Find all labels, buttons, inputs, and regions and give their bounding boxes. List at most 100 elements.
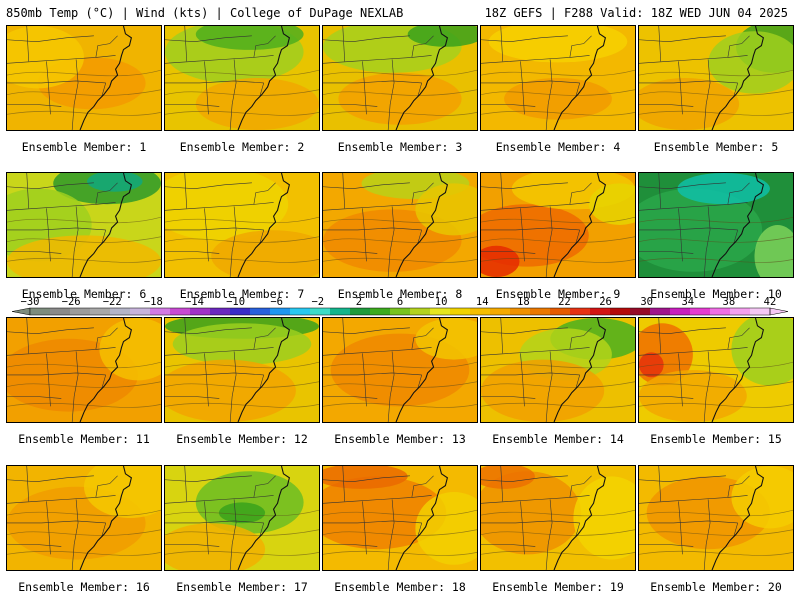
colorbar-segment bbox=[610, 308, 631, 315]
state-border bbox=[639, 327, 726, 334]
wind-contour bbox=[639, 110, 793, 116]
colorbar-tick-label: −14 bbox=[185, 296, 204, 308]
state-border bbox=[342, 26, 346, 62]
wind-contour bbox=[481, 509, 635, 517]
colorbar-segment bbox=[330, 308, 351, 315]
temperature-map bbox=[639, 466, 793, 570]
state-border bbox=[362, 61, 367, 115]
wind-contour bbox=[323, 216, 477, 224]
temperature-anomaly-region bbox=[731, 318, 793, 386]
colorbar-segment bbox=[130, 308, 151, 315]
wind-contour bbox=[323, 257, 477, 263]
state-border bbox=[323, 520, 422, 524]
wind-contour bbox=[165, 402, 319, 408]
temperature-map bbox=[165, 318, 319, 422]
ensemble-member-label: Ensemble Member: 5 bbox=[653, 140, 779, 154]
state-border bbox=[727, 182, 750, 205]
state-border bbox=[165, 182, 252, 189]
ensemble-member-label: Ensemble Member: 9 bbox=[495, 287, 621, 301]
colorbar-tick-label: 18 bbox=[517, 296, 530, 308]
state-border bbox=[481, 495, 590, 504]
state-border bbox=[323, 182, 410, 189]
state-border bbox=[204, 353, 209, 407]
state-border bbox=[362, 353, 367, 407]
state-border bbox=[481, 55, 590, 64]
colorbar-segment bbox=[150, 308, 171, 315]
wind-contour bbox=[639, 236, 793, 243]
ensemble-member-label: Ensemble Member: 10 bbox=[650, 287, 782, 301]
wind-contour bbox=[7, 257, 161, 263]
colorbar-tick-label: 38 bbox=[723, 296, 736, 308]
state-border bbox=[575, 82, 581, 97]
state-border bbox=[639, 251, 694, 254]
state-border bbox=[165, 227, 264, 231]
coastline bbox=[79, 318, 133, 422]
state-border bbox=[95, 182, 118, 205]
state-border bbox=[259, 522, 265, 537]
temperature-map bbox=[165, 173, 319, 277]
state-border bbox=[545, 351, 553, 422]
valid-time-label: 18Z GEFS | F288 Valid: 18Z WED JUN 04 20… bbox=[484, 6, 788, 20]
state-border bbox=[575, 229, 581, 244]
state-border bbox=[481, 396, 536, 399]
wind-contour bbox=[165, 216, 319, 224]
state-border bbox=[733, 522, 739, 537]
state-border bbox=[639, 495, 748, 504]
colorbar-segment bbox=[710, 308, 731, 315]
state-border bbox=[639, 544, 694, 547]
wind-contour bbox=[323, 509, 477, 517]
state-border bbox=[184, 173, 188, 209]
state-border bbox=[481, 520, 580, 524]
coastline bbox=[237, 318, 291, 422]
ensemble-member-label: Ensemble Member: 20 bbox=[650, 580, 782, 594]
ensemble-map-panel bbox=[322, 172, 478, 278]
colorbar-segment bbox=[630, 308, 651, 315]
temperature-anomaly-region bbox=[415, 183, 477, 236]
state-border bbox=[417, 229, 423, 244]
wind-contour bbox=[7, 89, 161, 96]
state-border bbox=[481, 347, 590, 356]
state-border bbox=[639, 520, 738, 524]
ensemble-map-panel bbox=[322, 25, 478, 131]
colorbar-tick-label: −6 bbox=[270, 296, 283, 308]
wind-contour bbox=[639, 69, 793, 77]
wind-contour bbox=[639, 529, 793, 536]
state-border bbox=[71, 499, 79, 570]
wind-contour bbox=[481, 89, 635, 96]
state-border bbox=[678, 501, 683, 555]
temperature-map bbox=[7, 466, 161, 570]
coastline bbox=[395, 466, 449, 570]
temperature-map bbox=[481, 173, 635, 277]
ensemble-map-panel bbox=[164, 25, 320, 131]
wind-contour bbox=[639, 216, 793, 224]
state-border bbox=[26, 173, 30, 209]
colorbar-segment bbox=[30, 308, 51, 315]
state-border bbox=[7, 227, 106, 231]
state-border bbox=[165, 327, 252, 334]
state-border bbox=[323, 104, 378, 107]
ensemble-map-panel bbox=[480, 317, 636, 423]
coastline bbox=[553, 318, 607, 422]
state-border bbox=[342, 318, 346, 354]
wind-contour bbox=[639, 509, 793, 517]
ensemble-map-panel bbox=[638, 317, 794, 423]
state-border bbox=[229, 59, 237, 130]
state-border bbox=[569, 182, 592, 205]
state-border bbox=[165, 80, 264, 84]
state-border bbox=[417, 374, 423, 389]
colorbar-segment bbox=[490, 308, 511, 315]
state-border bbox=[658, 173, 662, 209]
state-border bbox=[639, 372, 738, 376]
state-border bbox=[259, 229, 265, 244]
state-border bbox=[481, 182, 568, 189]
state-border bbox=[253, 475, 276, 498]
state-border bbox=[165, 372, 264, 376]
ensemble-map-panel bbox=[480, 172, 636, 278]
temperature-anomaly-region bbox=[588, 183, 635, 225]
state-border bbox=[46, 208, 51, 262]
state-border bbox=[727, 327, 750, 350]
state-border bbox=[259, 82, 265, 97]
colorbar-tick-label: −30 bbox=[21, 296, 40, 308]
state-border bbox=[703, 206, 711, 277]
colorbar-segment bbox=[250, 308, 271, 315]
